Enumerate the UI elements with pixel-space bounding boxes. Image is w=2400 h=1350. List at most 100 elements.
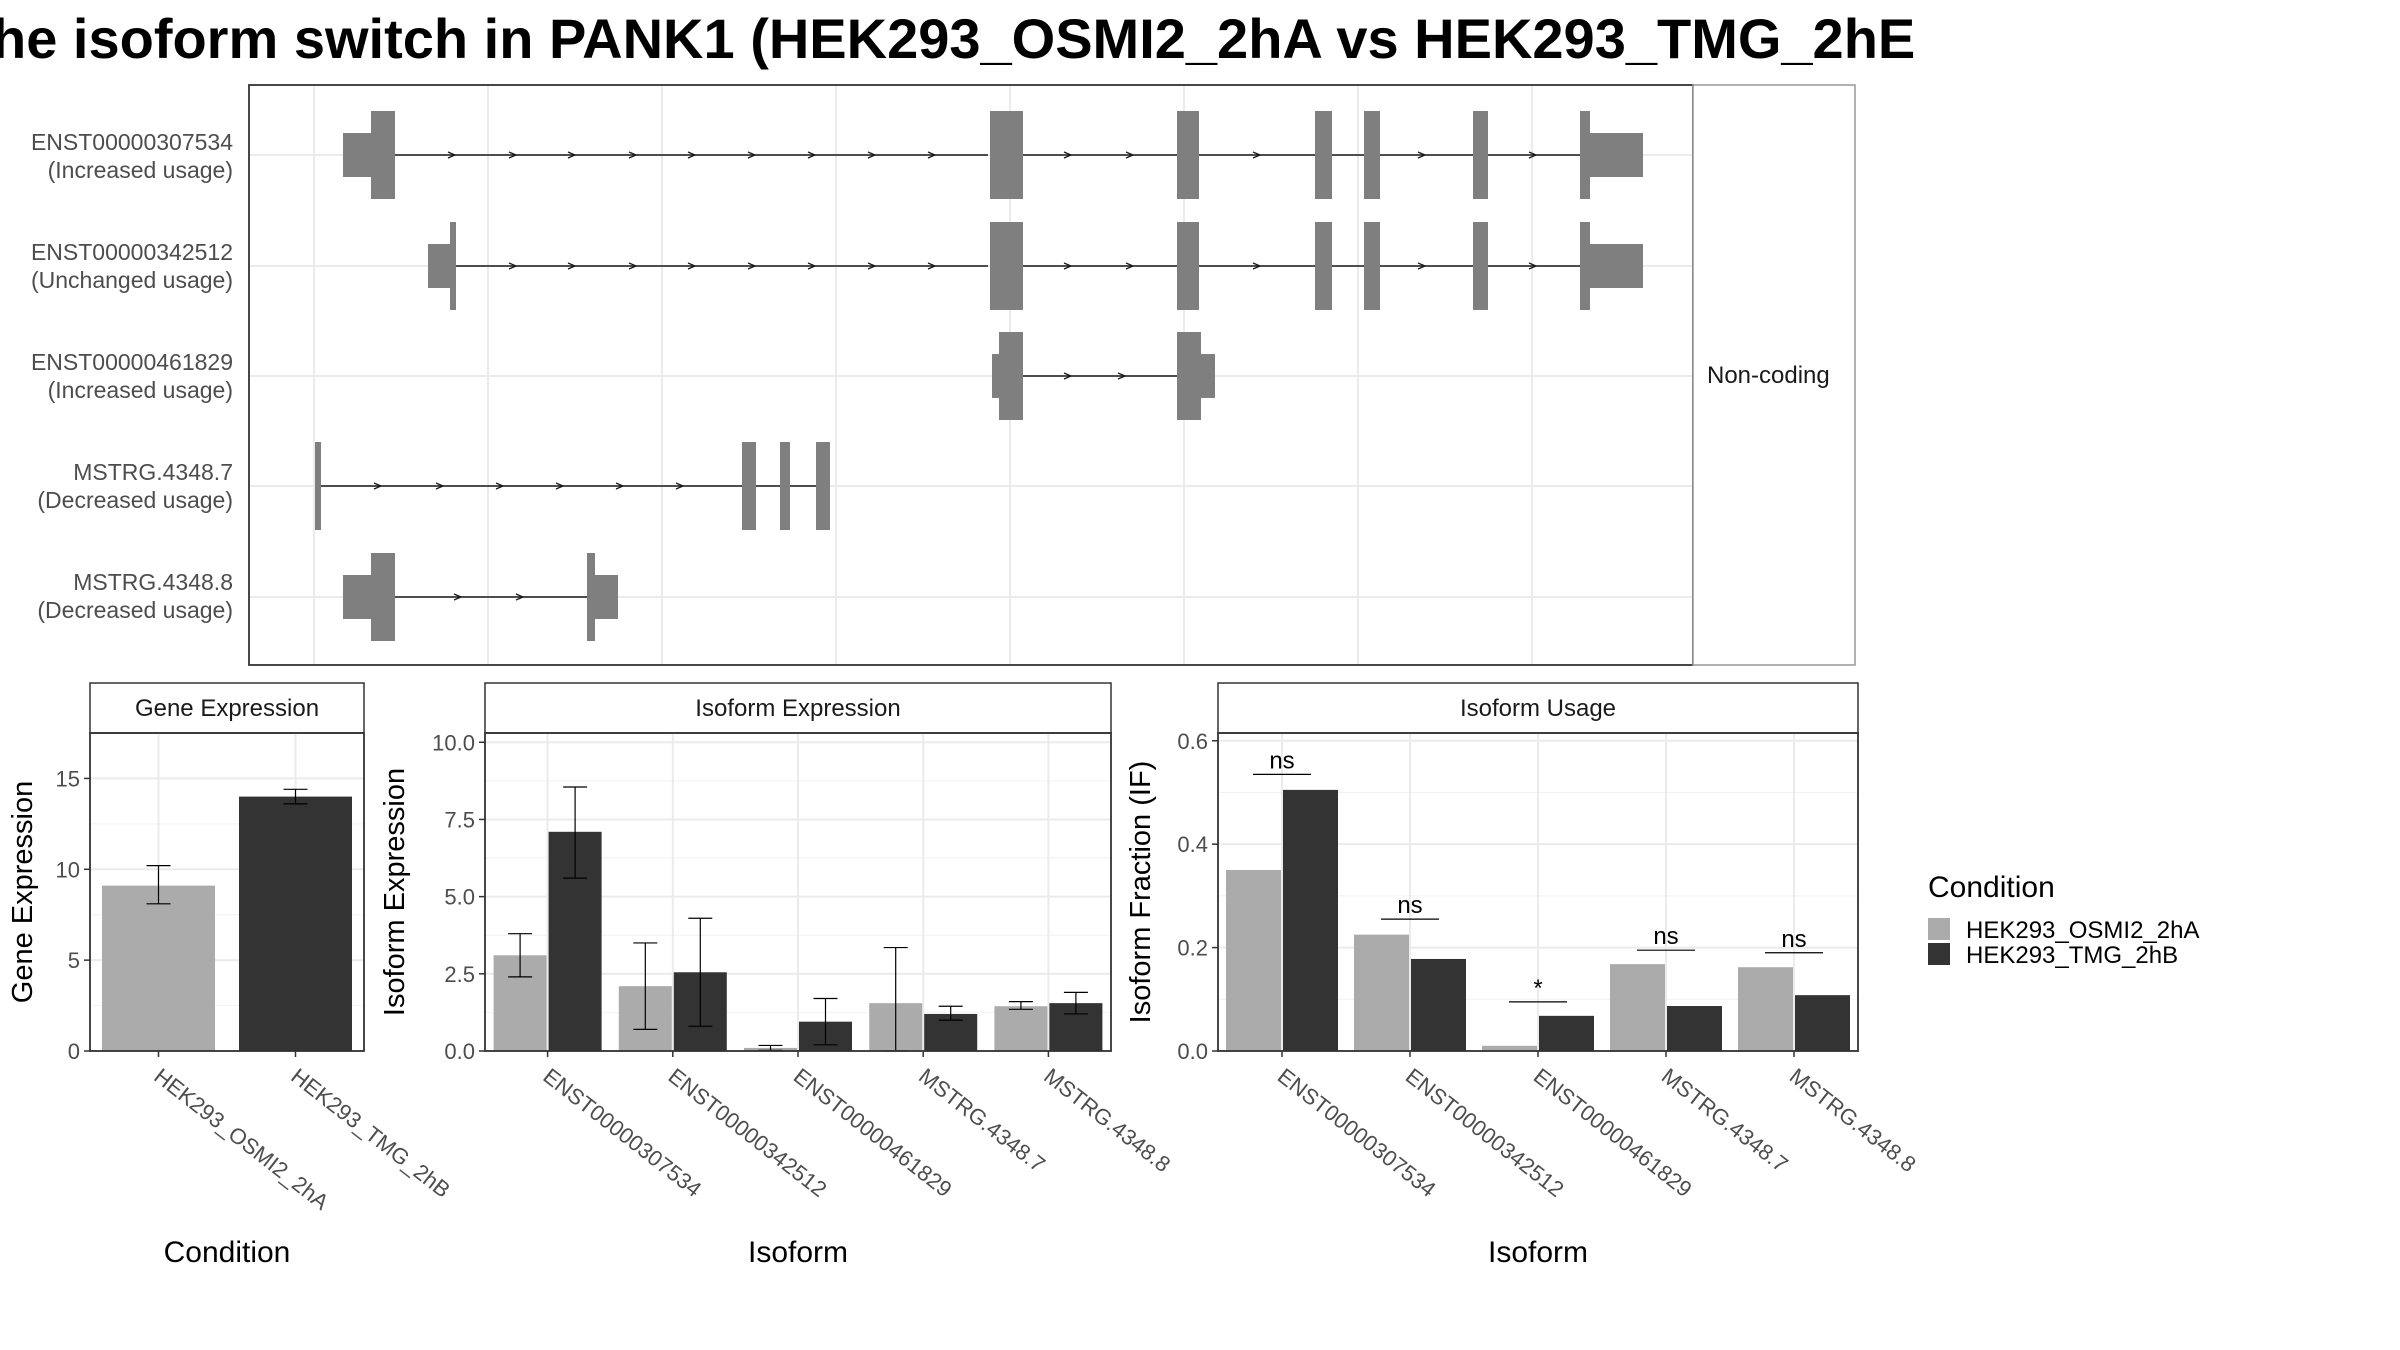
intron-arrow [747, 151, 757, 159]
transcript-structure [343, 111, 1643, 199]
x-tick-label: MSTRG.4348.7 [1657, 1063, 1793, 1177]
intron-arrow [1417, 262, 1427, 270]
exon [780, 442, 790, 530]
gene-expression-frame [89, 732, 365, 1052]
bar [1226, 870, 1281, 1051]
x-tick-label: MSTRG.4348.8 [1785, 1063, 1921, 1177]
intron-arrow [687, 262, 697, 270]
non-coding-strip-label: Non-coding [1707, 362, 1830, 389]
exon [1473, 111, 1488, 199]
y-tick-label: 15 [56, 766, 80, 791]
bar [1411, 958, 1466, 1051]
transcript-status: (Decreased usage) [37, 487, 233, 513]
intron-arrow [628, 262, 638, 270]
exon [1177, 222, 1199, 310]
bar [1539, 1015, 1594, 1051]
y-tick-label: 5.0 [444, 885, 475, 910]
intron-arrow [1117, 372, 1127, 380]
bar [102, 885, 215, 1051]
exon [1315, 222, 1332, 310]
exon [1201, 354, 1215, 398]
significance-label: ns [1269, 747, 1294, 774]
transcript-structure [315, 442, 830, 530]
legend: Condition HEK293_OSMI2_2hA HEK293_TMG_2h… [1928, 871, 2199, 969]
intron-arrow [1125, 262, 1135, 270]
y-tick-label: 0.2 [1177, 936, 1208, 961]
y-tick-label: 0.4 [1177, 832, 1208, 857]
exon [1590, 133, 1643, 177]
transcript-id: ENST00000307534 [31, 129, 233, 155]
isoform-expression-plot: 0.02.55.07.510.0ENST00000307534ENST00000… [432, 730, 1175, 1202]
intron-arrow [435, 482, 445, 490]
intron-arrow [1528, 151, 1538, 159]
exon [1580, 222, 1590, 310]
y-tick-label: 10 [56, 857, 80, 882]
y-tick-label: 0.6 [1177, 729, 1208, 754]
gene-expression-y-title: Gene Expression [7, 781, 39, 1003]
exon [1315, 111, 1332, 199]
intron-arrow [807, 151, 817, 159]
transcript-status: (Unchanged usage) [31, 267, 233, 293]
legend-title: Condition [1928, 871, 2055, 904]
intron-arrow [567, 262, 577, 270]
transcript-id: ENST00000461829 [31, 349, 233, 375]
exon [587, 553, 595, 641]
isoform-expression-y-title: Isoform Expression [379, 768, 411, 1016]
significance-label: ns [1781, 926, 1806, 953]
intron-arrow [1063, 262, 1073, 270]
gene-expression-strip-label: Gene Expression [135, 695, 319, 722]
legend-label-osmi2: HEK293_OSMI2_2hA [1966, 917, 2199, 944]
isoform-expression-strip-label: Isoform Expression [695, 695, 900, 722]
exon [1364, 222, 1380, 310]
bar [1738, 967, 1793, 1051]
transcript-label: MSTRG.4348.8 (Decreased usage) [37, 569, 233, 623]
exon [1364, 111, 1380, 199]
exon [1580, 111, 1590, 199]
intron-arrow [867, 262, 877, 270]
transcript-structure [343, 553, 618, 641]
intron-arrow [747, 262, 757, 270]
exon [450, 222, 456, 310]
transcript-id: MSTRG.4348.7 [73, 459, 233, 485]
exon [343, 575, 371, 619]
y-tick-label: 0.0 [444, 1039, 475, 1064]
intron-arrow [1528, 262, 1538, 270]
y-tick-label: 0 [68, 1039, 80, 1064]
legend-label-tmg: HEK293_TMG_2hB [1966, 942, 2178, 969]
exon [428, 244, 450, 288]
transcript-panel: Non-coding ENST00000307534 (Increased us… [31, 84, 1856, 666]
intron-arrow [555, 482, 565, 490]
x-tick-label: MSTRG.4348.7 [914, 1063, 1050, 1177]
intron-arrow [687, 151, 697, 159]
intron-arrow [1125, 151, 1135, 159]
transcript-label: ENST00000307534 (Increased usage) [31, 129, 233, 183]
isoform-usage-strip [1217, 682, 1859, 734]
isoform-usage-x-title: Isoform [1488, 1236, 1588, 1269]
intron-arrow [867, 151, 877, 159]
intron-arrow [1063, 372, 1073, 380]
transcript-label: ENST00000461829 (Increased usage) [31, 349, 233, 403]
gene-expression-x-title: Condition [164, 1236, 291, 1269]
transcript-label: MSTRG.4348.7 (Decreased usage) [37, 459, 233, 513]
intron-arrow [453, 593, 463, 601]
intron-arrow [927, 262, 937, 270]
intron-arrow [675, 482, 685, 490]
intron-arrow [567, 151, 577, 159]
intron-arrow [508, 262, 518, 270]
exon [1473, 222, 1488, 310]
exon [371, 553, 395, 641]
exon [595, 575, 618, 619]
transcript-status: (Increased usage) [48, 377, 233, 403]
significance-label: ns [1397, 892, 1422, 919]
intron-arrow [373, 482, 383, 490]
intron-arrow [927, 151, 937, 159]
exon [1177, 332, 1201, 420]
intron-arrow [807, 262, 817, 270]
bar [1283, 789, 1338, 1051]
transcript-label: ENST00000342512 (Unchanged usage) [31, 239, 233, 293]
exon [1177, 111, 1199, 199]
exon [742, 442, 756, 530]
